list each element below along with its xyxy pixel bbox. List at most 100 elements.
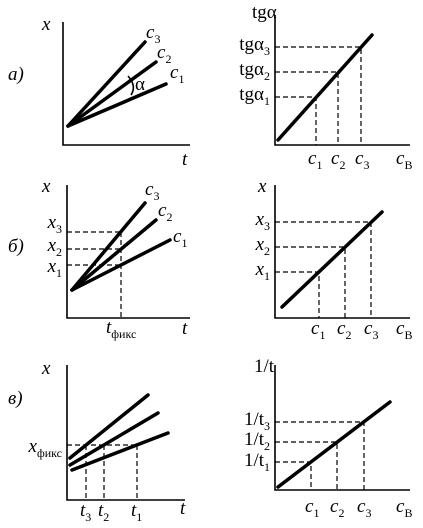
label: x — [41, 14, 51, 35]
label: cВ — [396, 148, 412, 172]
label-sub: 3 — [372, 328, 378, 342]
guide — [275, 271, 320, 318]
label-base: c — [170, 62, 179, 83]
axes — [66, 365, 185, 501]
label-sub: 2 — [166, 210, 172, 224]
label-sub: фикс — [37, 446, 62, 460]
label-sub: 3 — [264, 44, 270, 58]
label-sub: В — [404, 158, 412, 172]
label-sub: 3 — [365, 506, 371, 520]
label-sub: 1 — [136, 510, 142, 524]
guide — [275, 441, 338, 490]
label-base: c — [158, 200, 167, 221]
axes — [62, 22, 190, 146]
label-base: x — [47, 212, 57, 233]
label-base: c — [157, 42, 166, 63]
label: c2 — [337, 318, 351, 342]
label: t3 — [80, 500, 91, 524]
label-sub: 1 — [319, 328, 325, 342]
label-sub: 3 — [153, 189, 159, 203]
label-sub: 3 — [154, 32, 160, 46]
label-base: tgα — [239, 59, 264, 80]
label: c3 — [364, 318, 378, 342]
label-sub: 1 — [264, 460, 270, 474]
label-base: c — [305, 496, 314, 517]
label-sub: 2 — [264, 69, 270, 83]
label-sub: 1 — [178, 72, 184, 86]
label-sub: 2 — [56, 245, 62, 259]
label-base: tgα — [239, 84, 264, 105]
label-base: c — [396, 496, 405, 517]
label: б) — [8, 236, 24, 257]
label: c3 — [355, 148, 369, 172]
label-base: c — [330, 496, 339, 517]
label: x1 — [255, 259, 270, 283]
line — [70, 431, 170, 472]
label: t2 — [98, 500, 109, 524]
label-base: c — [364, 318, 373, 339]
label: 1/t — [254, 356, 275, 377]
label-sub: 2 — [264, 439, 270, 453]
label-sub: 2 — [339, 158, 345, 172]
label: x1 — [47, 256, 62, 280]
label: x — [257, 176, 267, 197]
label-sub: 2 — [103, 510, 109, 524]
label-sub: 2 — [345, 328, 351, 342]
label-base: x — [255, 209, 265, 230]
label-base: c — [311, 318, 320, 339]
label-base: c — [308, 148, 317, 169]
label-base: c — [337, 318, 346, 339]
label: tgα — [252, 2, 277, 23]
label-base: c — [146, 22, 155, 43]
label: x3 — [47, 212, 62, 236]
label-sub: 2 — [264, 244, 270, 258]
axes — [274, 365, 410, 491]
line — [280, 210, 384, 309]
label-base: 1/t — [244, 409, 265, 430]
line — [66, 82, 168, 128]
label-base: x — [47, 235, 57, 256]
label: t — [182, 149, 188, 170]
label: c1 — [305, 496, 319, 520]
label-sub: 3 — [264, 219, 270, 233]
label-sub: 3 — [264, 419, 270, 433]
label: c1 — [170, 62, 184, 86]
label: tфикс — [106, 317, 136, 341]
guide — [275, 46, 362, 145]
label-base: c — [396, 148, 405, 169]
label-base: c — [173, 226, 182, 247]
label: tgα3 — [239, 34, 270, 58]
label-base: c — [331, 148, 340, 169]
label: c2 — [157, 42, 171, 66]
guide — [275, 96, 317, 145]
line — [68, 393, 150, 460]
label: 1/t1 — [244, 450, 270, 474]
label: x2 — [255, 234, 270, 258]
axes — [274, 15, 410, 146]
label: xфикс — [28, 436, 63, 460]
label-sub: 2 — [165, 52, 171, 66]
label-sub: 3 — [363, 158, 369, 172]
label: c1 — [308, 148, 322, 172]
label: α — [135, 74, 145, 95]
line — [70, 201, 147, 292]
label-sub: 1 — [316, 158, 322, 172]
label: 1/t3 — [244, 409, 270, 433]
label-base: tgα — [239, 34, 264, 55]
line — [66, 40, 147, 128]
label: c2 — [330, 496, 344, 520]
axes — [66, 185, 190, 319]
label: x — [41, 176, 51, 197]
label-sub: 1 — [264, 94, 270, 108]
guide — [275, 421, 365, 490]
label: в) — [8, 388, 23, 409]
label: cВ — [396, 318, 412, 342]
label-base: t — [80, 500, 86, 521]
label: c1 — [311, 318, 325, 342]
axes — [274, 185, 410, 319]
label: t — [182, 318, 188, 339]
label-sub: 3 — [85, 510, 91, 524]
label-base: c — [145, 179, 154, 200]
label: c3 — [357, 496, 371, 520]
